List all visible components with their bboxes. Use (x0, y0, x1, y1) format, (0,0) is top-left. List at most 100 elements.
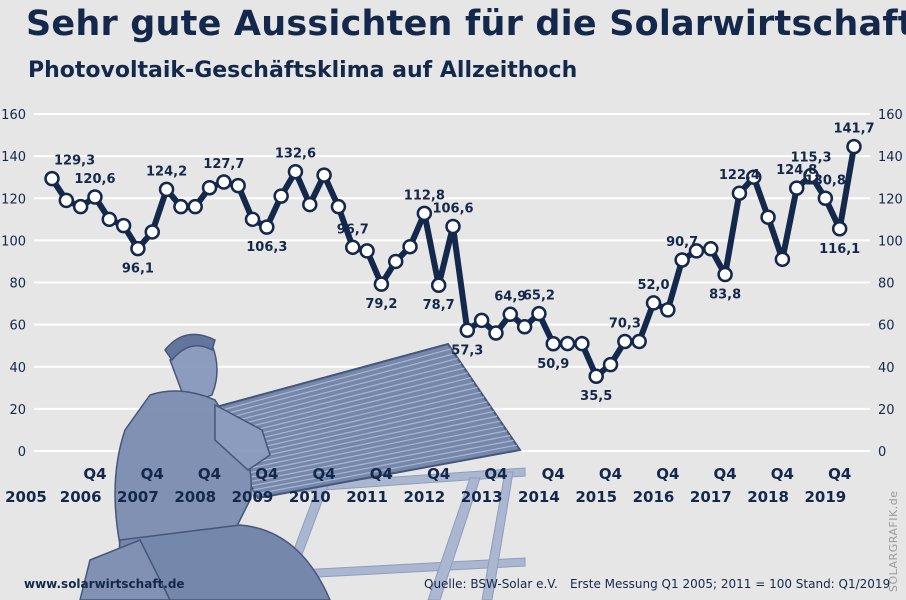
y-tick-label-left: 60 (9, 319, 26, 334)
data-point (115, 217, 132, 234)
data-point (545, 336, 561, 352)
x-tick-label-q4: Q4 (370, 465, 393, 483)
panel-cell-line (207, 348, 452, 415)
data-label: 124,2 (146, 164, 187, 179)
data-label: 35,5 (580, 389, 612, 404)
x-tick-label-year: 2005 (5, 488, 47, 506)
data-label: 124,8 (776, 163, 817, 178)
panel-cell-line (228, 391, 481, 451)
y-axis-left: 0 20 40 60 80 100 120 140 160 (1, 108, 26, 460)
data-point (803, 167, 819, 184)
data-point (130, 240, 146, 257)
data-label: 96,1 (122, 262, 154, 277)
data-label: 83,8 (709, 287, 741, 302)
y-tick-label-left: 120 (1, 192, 26, 207)
chart-title: Sehr gute Aussichten für die Solarwirtsc… (26, 4, 906, 44)
x-tick-label-year: 2008 (174, 488, 216, 506)
worker-with-solar-panel-illustration (79, 333, 526, 600)
x-tick-label-year: 2014 (518, 488, 560, 506)
x-tick-label-q4: Q4 (83, 465, 106, 483)
y-tick-label-right: 0 (878, 445, 886, 460)
data-point (531, 305, 547, 322)
x-tick-label-q4: Q4 (542, 465, 565, 483)
x-tick-label-q4: Q4 (198, 465, 221, 483)
solar-panel-shape (203, 342, 522, 500)
x-tick-label-year: 2015 (575, 488, 617, 506)
data-point (230, 177, 246, 194)
panel-cell-line (212, 357, 458, 423)
y-tick-label-left: 140 (1, 150, 26, 165)
data-point (430, 277, 447, 293)
data-points (44, 138, 862, 384)
data-point (273, 188, 289, 204)
x-tick-label-year: 2011 (346, 488, 388, 506)
data-label: 132,6 (275, 147, 316, 162)
data-point (144, 224, 160, 240)
data-point (173, 198, 189, 215)
data-point (631, 333, 647, 350)
panel-cell-line (231, 396, 485, 455)
y-tick-label-left: 20 (9, 403, 26, 418)
y-tick-label-right: 40 (878, 361, 895, 376)
data-label: 90,7 (666, 235, 698, 250)
data-label: 70,3 (609, 316, 641, 331)
panel-cell-line (233, 401, 488, 459)
data-point (259, 219, 275, 235)
data-point (302, 196, 318, 213)
data-point (717, 266, 733, 283)
x-tick-label-q4: Q4 (141, 465, 164, 483)
data-point (416, 205, 433, 222)
data-point (316, 167, 332, 183)
data-label: 106,3 (246, 240, 287, 255)
data-point (516, 318, 533, 335)
website-link[interactable]: www.solarwirtschaft.de (24, 577, 185, 591)
panel-cell-line (221, 377, 472, 439)
data-point (473, 312, 490, 329)
x-axis: Q4 Q4 Q4 Q4 Q4 Q4 Q4 Q4 Q4 Q4 Q4 Q4 Q4 Q4 2005 2006 2007… (5, 465, 851, 506)
y-tick-label-left: 160 (1, 108, 26, 123)
x-tick-label-q4: Q4 (427, 465, 450, 483)
data-point (345, 239, 361, 256)
data-point (101, 211, 118, 228)
data-label: 112,8 (404, 188, 445, 203)
data-point (87, 189, 103, 205)
data-point (588, 368, 604, 384)
data-point (330, 198, 347, 215)
x-tick-label-year: 2006 (60, 488, 102, 506)
y-tick-label-left: 40 (9, 361, 26, 376)
data-label: 129,3 (54, 154, 95, 169)
panel-cell-line (219, 372, 468, 435)
data-label: 64,9 (494, 289, 526, 304)
panel-cell-line (209, 353, 455, 419)
x-tick-label-year: 2018 (747, 488, 789, 506)
data-label: 120,6 (74, 172, 115, 187)
data-label: 127,7 (203, 157, 244, 172)
data-point (774, 251, 791, 268)
chart-subtitle: Photovoltaik-Geschäftsklima auf Allzeith… (28, 58, 578, 83)
panel-cell-line (250, 434, 511, 487)
x-tick-label-q4: Q4 (313, 465, 336, 483)
data-point (402, 238, 418, 255)
x-tick-label-year: 2013 (461, 488, 503, 506)
data-point (846, 138, 862, 155)
data-point (660, 302, 676, 318)
source-note: Quelle: BSW-Solar e.V. (424, 577, 558, 591)
x-tick-label-q4: Q4 (656, 465, 679, 483)
x-tick-label-year: 2012 (403, 488, 445, 506)
data-point (502, 306, 519, 323)
x-tick-label-q4: Q4 (484, 465, 507, 483)
panel-cell-line (216, 367, 465, 431)
y-tick-label-right: 60 (878, 319, 895, 334)
panel-cell-line (236, 406, 491, 463)
x-tick-label-q4: Q4 (714, 465, 737, 483)
data-label: 141,7 (833, 122, 874, 137)
data-point (158, 181, 175, 198)
data-point (187, 198, 203, 215)
data-point (559, 335, 576, 352)
data-point (244, 211, 261, 228)
data-label: 65,2 (523, 289, 555, 304)
data-point (287, 163, 304, 180)
y-tick-label-left: 100 (1, 234, 26, 249)
data-point (373, 276, 390, 292)
